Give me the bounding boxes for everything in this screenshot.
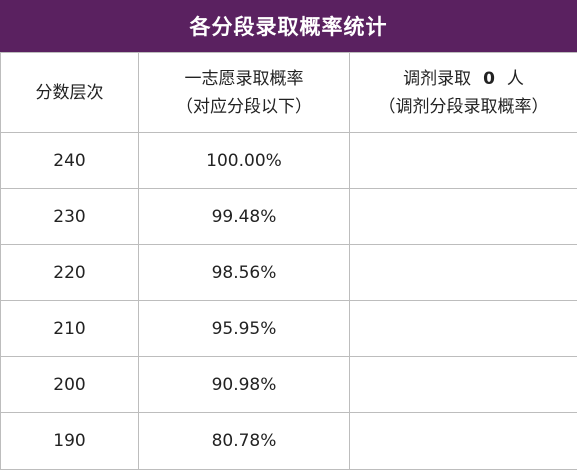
header-adjust-count: 0 (483, 69, 495, 89)
adjust-prob-cell (350, 357, 577, 413)
score-cell: 200 (1, 357, 139, 413)
score-cell: 220 (1, 245, 139, 301)
table-row: 190 80.78% (1, 413, 577, 470)
header-adjust-prefix: 调剂录取 (403, 69, 471, 89)
score-cell: 240 (1, 133, 139, 189)
first-choice-prob-cell: 90.98% (139, 357, 350, 413)
adjust-prob-cell (350, 245, 577, 301)
first-choice-prob-cell: 98.56% (139, 245, 350, 301)
first-choice-prob-cell: 100.00% (139, 133, 350, 189)
header-adjust-line2: （调剂分段录取概率） (350, 93, 577, 121)
first-choice-prob-cell: 99.48% (139, 189, 350, 245)
score-cell: 230 (1, 189, 139, 245)
first-choice-prob-cell: 80.78% (139, 413, 350, 470)
table-row: 230 99.48% (1, 189, 577, 245)
header-first-choice-line1: 一志愿录取概率 (139, 65, 349, 93)
header-first-choice-line2: （对应分段以下） (139, 93, 349, 121)
table-row: 200 90.98% (1, 357, 577, 413)
table-row: 240 100.00% (1, 133, 577, 189)
adjust-prob-cell (350, 301, 577, 357)
adjust-prob-cell (350, 133, 577, 189)
table-title: 各分段录取概率统计 (0, 0, 577, 52)
header-adjust-suffix: 人 (507, 69, 524, 89)
table-row: 220 98.56% (1, 245, 577, 301)
header-score-level: 分数层次 (1, 53, 139, 133)
adjust-prob-cell (350, 413, 577, 470)
adjust-prob-cell (350, 189, 577, 245)
first-choice-prob-cell: 95.95% (139, 301, 350, 357)
score-cell: 190 (1, 413, 139, 470)
score-cell: 210 (1, 301, 139, 357)
table-row: 210 95.95% (1, 301, 577, 357)
header-first-choice: 一志愿录取概率 （对应分段以下） (139, 53, 350, 133)
